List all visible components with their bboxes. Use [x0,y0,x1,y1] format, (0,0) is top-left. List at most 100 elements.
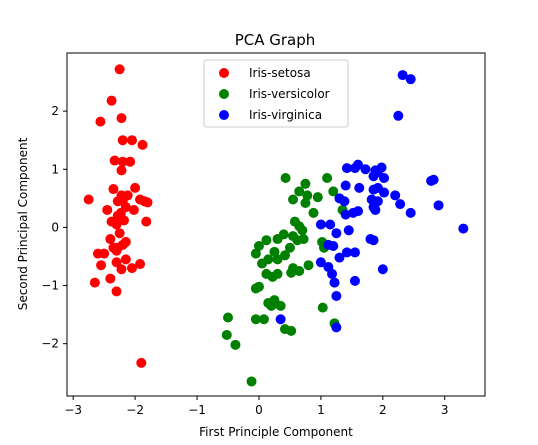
legend-marker [219,110,229,120]
scatter-point-series-1 [312,192,323,203]
scatter-point-series-1 [250,314,261,325]
scatter-point-series-2 [458,223,469,234]
scatter-point-series-0 [114,64,125,75]
scatter-point-series-2 [327,268,338,279]
scatter-point-series-2 [329,277,340,288]
scatter-point-series-1 [253,281,264,292]
scatter-point-series-1 [275,300,286,311]
scatter-point-series-2 [315,219,326,230]
scatter-point-series-2 [325,219,336,230]
y-tick-label: −2 [41,337,59,351]
scatter-point-series-2 [349,163,360,174]
scatter-point-series-1 [250,248,261,259]
scatter-point-series-1 [272,268,283,279]
x-axis-ticks: −3 −2 −1 0 1 2 3 [64,396,449,417]
scatter-point-series-0 [96,260,107,271]
scatter-point-series-0 [117,135,128,146]
x-axis-label: First Principle Component [199,425,353,439]
y-axis-label: Second Principal Component [16,137,30,310]
legend-label: Iris-versicolor [249,87,330,101]
x-tick-label: −3 [64,403,82,417]
scatter-point-series-2 [372,182,383,193]
scatter-point-series-0 [120,254,131,265]
scatter-point-series-1 [308,207,319,218]
scatter-point-series-1 [230,339,241,350]
scatter-point-series-1 [302,190,313,201]
scatter-point-series-0 [130,182,141,193]
scatter-point-series-2 [349,247,360,258]
scatter-point-series-1 [286,325,297,336]
scatter-point-series-0 [102,204,113,215]
scatter-point-series-0 [128,204,139,215]
scatter-point-series-2 [315,257,326,268]
scatter-point-series-2 [433,200,444,211]
y-tick-label: 2 [51,104,59,118]
scatter-point-series-1 [223,312,234,323]
scatter-point-series-1 [300,178,311,189]
scatter-point-series-0 [83,194,94,205]
scatter-point-series-1 [253,241,264,252]
y-axis-ticks: −2 −1 0 1 2 [41,104,67,351]
scatter-point-series-1 [284,242,295,253]
scatter-point-series-0 [99,248,110,259]
scatter-point-series-1 [328,186,339,197]
scatter-point-series-2 [377,264,388,275]
scatter-point-series-1 [294,266,305,277]
legend-box [203,59,349,128]
scatter-point-series-0 [112,196,123,207]
scatter-point-series-0 [135,259,146,270]
scatter-point-series-0 [89,277,100,288]
scatter-point-series-0 [116,113,127,124]
scatter-point-series-0 [111,219,122,230]
scatter-point-series-2 [328,241,339,252]
scatter-point-series-2 [370,204,381,215]
scatter-point-series-2 [275,314,286,325]
scatter-point-series-2 [428,174,439,185]
scatter-point-series-0 [118,215,129,226]
y-tick-label: −1 [41,279,59,293]
scatter-point-series-2 [340,180,351,191]
scatter-point-series-0 [125,156,136,167]
scatter-point-series-0 [105,273,116,284]
x-tick-label: 1 [317,403,325,417]
plot-points [83,64,469,387]
scatter-point-series-0 [136,357,147,368]
scatter-point-series-2 [379,172,390,183]
scatter-point-series-1 [294,186,305,197]
scatter-point-series-0 [137,139,148,150]
scatter-point-series-1 [297,225,308,236]
scatter-point-series-1 [279,250,290,261]
scatter-point-series-0 [108,184,119,195]
legend-marker [219,68,229,78]
scatter-point-series-1 [317,302,328,313]
scatter-point-series-1 [261,235,272,246]
scatter-point-series-2 [405,74,416,85]
x-tick-label: 0 [255,403,263,417]
scatter-point-series-0 [127,263,138,274]
legend-label: Iris-setosa [249,66,311,80]
scatter-point-series-0 [114,228,125,239]
scatter-point-series-2 [393,110,404,121]
scatter-point-series-1 [300,197,311,208]
scatter-point-series-0 [95,116,106,127]
y-tick-label: 1 [51,162,59,176]
scatter-point-series-1 [303,260,314,271]
scatter-point-series-1 [269,246,280,257]
scatter-point-series-2 [360,164,371,175]
scatter-point-series-1 [258,314,269,325]
scatter-point-series-2 [368,235,379,246]
scatter-point-series-2 [405,207,416,218]
x-tick-label: −2 [126,403,144,417]
scatter-point-series-1 [272,254,283,265]
scatter-point-series-2 [341,163,352,174]
scatter-point-series-0 [116,264,127,275]
scatter-point-series-1 [257,258,268,269]
scatter-point-series-2 [340,209,351,220]
legend-marker [219,89,229,99]
scatter-point-series-2 [331,322,342,333]
scatter-point-series-0 [142,197,153,208]
legend: Iris-setosa Iris-versicolor Iris-virginica [203,59,349,128]
scatter-point-series-1 [288,194,299,205]
scatter-point-series-1 [298,234,309,245]
